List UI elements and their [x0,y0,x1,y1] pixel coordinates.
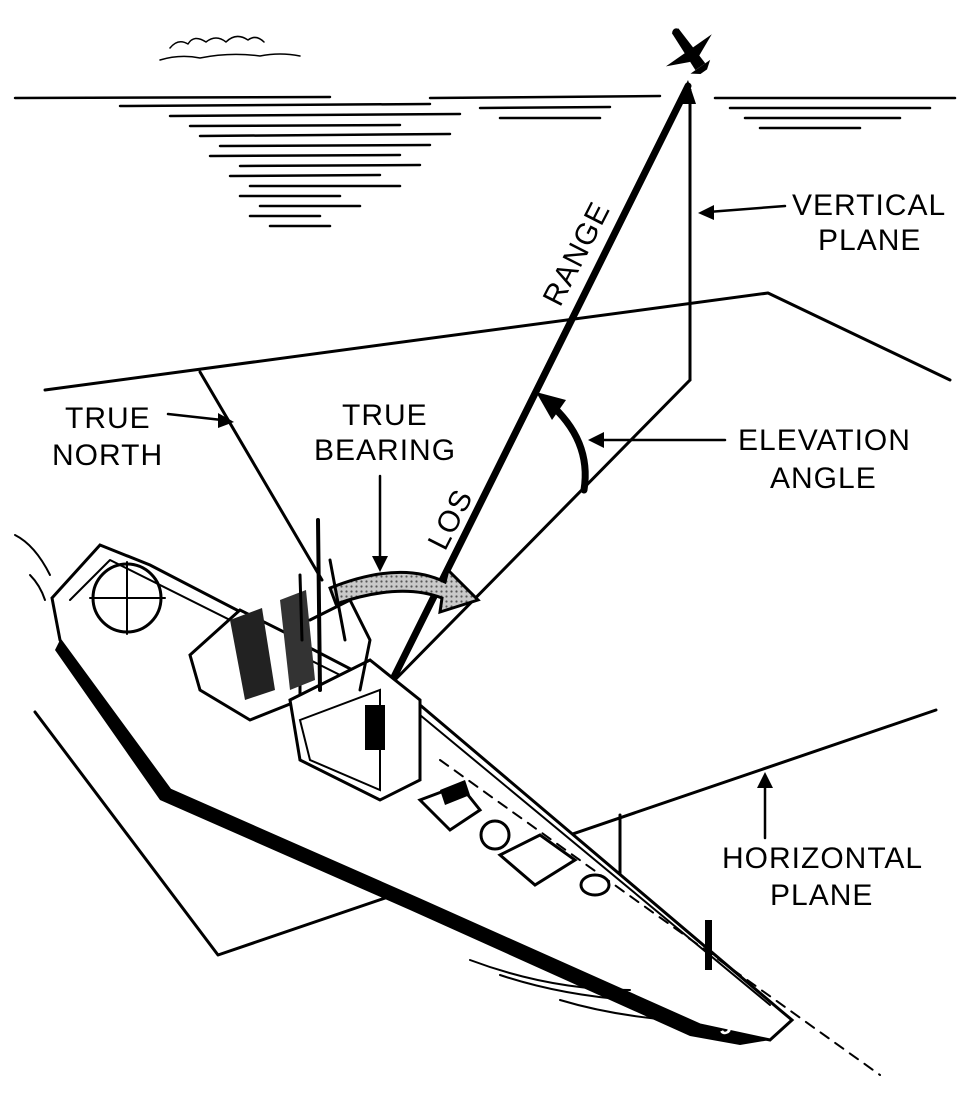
vertical-plane-label-line2: PLANE [818,224,921,257]
sea-horizon [13,35,957,228]
horizontal-plane-upper [43,291,952,392]
true-north-line [198,370,324,582]
destroyer-ship-illustration [14,518,881,1076]
true-north-label-line1: TRUE [65,402,151,435]
true-bearing-label-line1: TRUE [342,399,428,432]
label-pointers [166,204,787,840]
true-bearing-arrow [328,567,481,615]
horizontal-plane-label-line1: HORIZONTAL [722,842,923,875]
aircraft-icon [665,28,712,74]
elevation-angle-arc [536,392,589,494]
true-bearing-label-line2: BEARING [314,434,456,467]
true-north-label-line2: NORTH [52,439,163,472]
elevation-angle-label-line2: ANGLE [770,462,877,495]
range-los-line [381,80,696,699]
horizontal-plane-lower [33,708,938,957]
elevation-angle-label-line1: ELEVATION [738,424,911,457]
vertical-plane [383,88,692,692]
horizontal-plane-label-line2: PLANE [770,879,873,912]
vertical-plane-label-line1: VERTICAL [792,189,946,222]
